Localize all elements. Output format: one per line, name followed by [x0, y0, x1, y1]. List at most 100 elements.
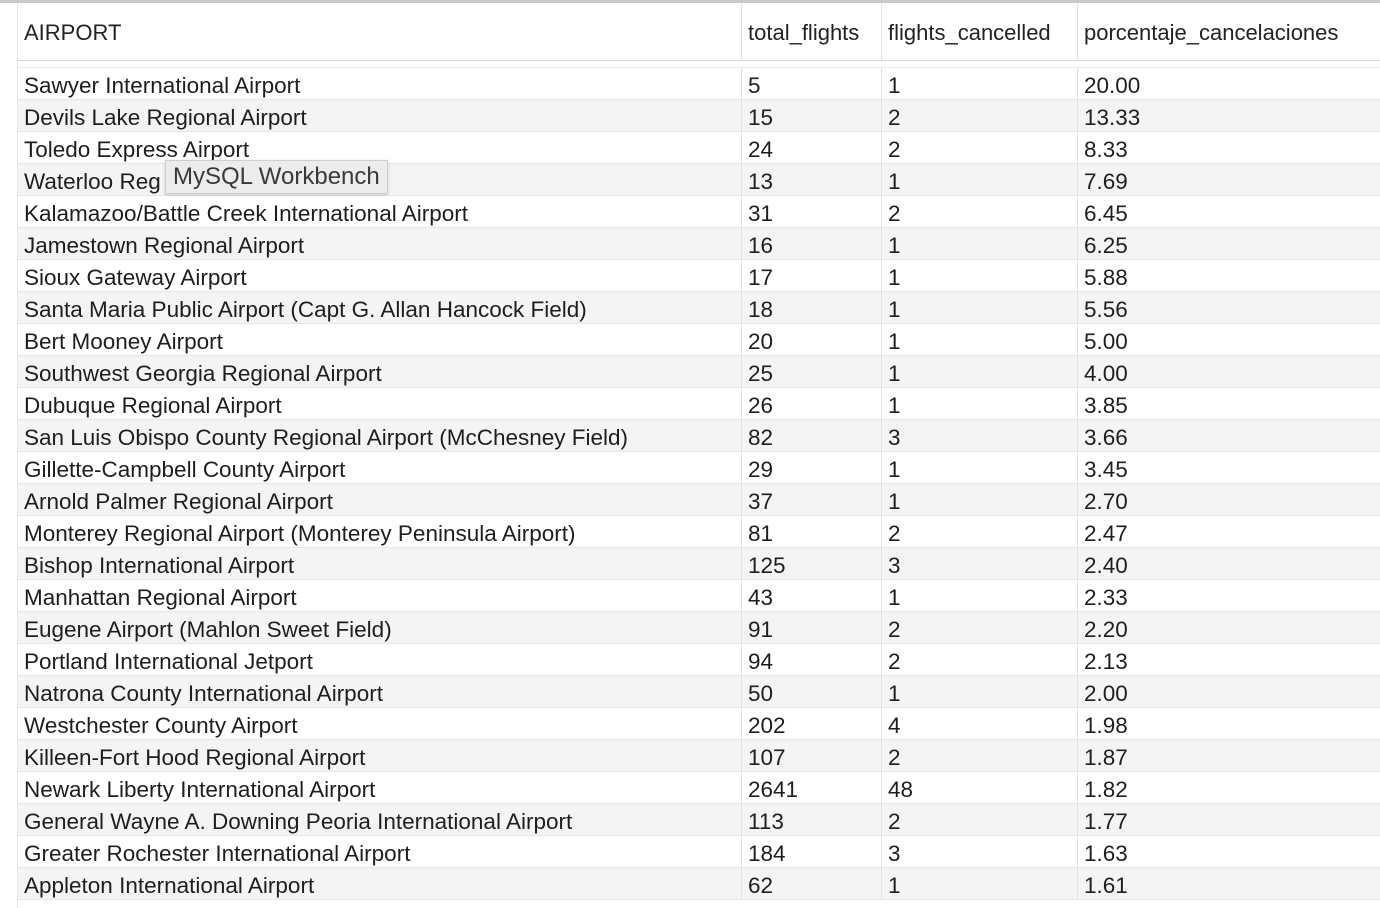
table-row[interactable]: Killeen-Fort Hood Regional Airport 107 2 1.… — [18, 740, 1380, 772]
flights-cancelled-cell[interactable]: 1 — [881, 580, 1077, 611]
airport-cell[interactable]: Eugene Airport (Mahlon Sweet Field) — [24, 617, 392, 642]
total-flights-cell[interactable]: 94 — [741, 644, 881, 675]
airport-cell[interactable]: Santa Maria Public Airport (Capt G. Alla… — [24, 297, 587, 322]
table-row[interactable]: Dubuque Regional Airport 26 1 3.85 — [18, 388, 1380, 420]
airport-cell[interactable]: Killeen-Fort Hood Regional Airport — [24, 745, 366, 770]
flights-cancelled-cell[interactable]: 2 — [881, 100, 1077, 131]
airport-cell[interactable]: Appleton International Airport — [24, 873, 315, 898]
porcentaje-cell[interactable]: 1.61 — [1077, 868, 1380, 899]
total-flights-cell[interactable]: 43 — [741, 580, 881, 611]
column-header-airport[interactable]: AIRPORT — [24, 20, 122, 45]
column-header-flights-cancelled[interactable]: flights_cancelled — [881, 3, 1077, 60]
airport-cell[interactable]: Sawyer International Airport — [24, 73, 301, 98]
porcentaje-cell[interactable]: 5.00 — [1077, 324, 1380, 355]
total-flights-cell[interactable]: 29 — [741, 452, 881, 483]
flights-cancelled-cell[interactable]: 1 — [881, 452, 1077, 483]
table-row[interactable]: Sawyer International Airport 5 1 20.00 — [18, 68, 1380, 100]
total-flights-cell[interactable]: 25 — [741, 356, 881, 387]
table-row[interactable]: Jamestown Regional Airport 16 1 6.25 — [18, 228, 1380, 260]
porcentaje-cell[interactable]: 1.98 — [1077, 708, 1380, 739]
flights-cancelled-cell[interactable]: 2 — [881, 740, 1077, 771]
total-flights-cell[interactable]: 184 — [741, 836, 881, 867]
table-row[interactable]: Kalamazoo/Battle Creek International Air… — [18, 196, 1380, 228]
porcentaje-cell[interactable]: 3.66 — [1077, 420, 1380, 451]
table-row[interactable]: Manhattan Regional Airport 43 1 2.33 — [18, 580, 1380, 612]
airport-cell[interactable]: San Luis Obispo County Regional Airport … — [24, 425, 629, 450]
airport-cell[interactable]: Sioux Gateway Airport — [24, 265, 247, 290]
airport-cell[interactable]: Southwest Georgia Regional Airport — [24, 361, 382, 386]
total-flights-cell[interactable]: 5 — [741, 68, 881, 99]
flights-cancelled-cell[interactable]: 2 — [881, 644, 1077, 675]
flights-cancelled-cell[interactable]: 1 — [881, 868, 1077, 899]
porcentaje-cell[interactable]: 8.33 — [1077, 132, 1380, 163]
total-flights-cell[interactable]: 50 — [741, 676, 881, 707]
airport-cell[interactable]: Manhattan Regional Airport — [24, 585, 297, 610]
porcentaje-cell[interactable]: 13.33 — [1077, 100, 1380, 131]
flights-cancelled-cell[interactable]: 4 — [881, 708, 1077, 739]
airport-cell[interactable]: Devils Lake Regional Airport — [24, 105, 307, 130]
table-row[interactable]: Portland International Jetport 94 2 2.13 — [18, 644, 1380, 676]
table-row[interactable]: Greater Rochester International Airport 1… — [18, 836, 1380, 868]
table-row[interactable]: Appleton International Airport 62 1 1.61 — [18, 868, 1380, 900]
table-row[interactable]: Monterey Regional Airport (Monterey Peni… — [18, 516, 1380, 548]
porcentaje-cell[interactable]: 20.00 — [1077, 68, 1380, 99]
table-row[interactable]: Natrona County International Airport 50 1 2… — [18, 676, 1380, 708]
porcentaje-cell[interactable]: 2.70 — [1077, 484, 1380, 515]
table-row[interactable]: Toledo Express Airport 24 2 8.33 — [18, 132, 1380, 164]
table-row[interactable]: Devils Lake Regional Airport 15 2 13.33 — [18, 100, 1380, 132]
porcentaje-cell[interactable]: 1.87 — [1077, 740, 1380, 771]
column-header-total-flights[interactable]: total_flights — [741, 3, 881, 60]
table-row[interactable]: Eugene Airport (Mahlon Sweet Field) 91 2 2.… — [18, 612, 1380, 644]
total-flights-cell[interactable]: 17 — [741, 260, 881, 291]
flights-cancelled-cell[interactable]: 1 — [881, 388, 1077, 419]
total-flights-cell[interactable]: 2641 — [741, 772, 881, 803]
flights-cancelled-cell[interactable]: 2 — [881, 196, 1077, 227]
airport-cell[interactable]: Bishop International Airport — [24, 553, 295, 578]
total-flights-cell[interactable]: 18 — [741, 292, 881, 323]
table-row[interactable]: San Luis Obispo County Regional Airport … — [18, 420, 1380, 452]
flights-cancelled-cell[interactable]: 1 — [881, 484, 1077, 515]
flights-cancelled-cell[interactable]: 2 — [881, 804, 1077, 835]
table-row[interactable]: General Wayne A. Downing Peoria Internat… — [18, 804, 1380, 836]
porcentaje-cell[interactable]: 4.00 — [1077, 356, 1380, 387]
total-flights-cell[interactable]: 62 — [741, 868, 881, 899]
total-flights-cell[interactable]: 82 — [741, 420, 881, 451]
porcentaje-cell[interactable]: 2.33 — [1077, 580, 1380, 611]
flights-cancelled-cell[interactable]: 1 — [881, 324, 1077, 355]
row-selector-gutter[interactable] — [0, 3, 18, 908]
flights-cancelled-cell[interactable]: 1 — [881, 676, 1077, 707]
flights-cancelled-cell[interactable]: 1 — [881, 164, 1077, 195]
airport-cell[interactable]: Jamestown Regional Airport — [24, 233, 305, 258]
flights-cancelled-cell[interactable]: 3 — [881, 836, 1077, 867]
airport-cell[interactable]: Portland International Jetport — [24, 649, 313, 674]
porcentaje-cell[interactable]: 2.40 — [1077, 548, 1380, 579]
total-flights-cell[interactable]: 15 — [741, 100, 881, 131]
total-flights-cell[interactable]: 20 — [741, 324, 881, 355]
total-flights-cell[interactable]: 31 — [741, 196, 881, 227]
airport-cell[interactable]: Dubuque Regional Airport — [24, 393, 282, 418]
total-flights-cell[interactable]: 113 — [741, 804, 881, 835]
porcentaje-cell[interactable]: 5.88 — [1077, 260, 1380, 291]
flights-cancelled-cell[interactable]: 2 — [881, 516, 1077, 547]
flights-cancelled-cell[interactable]: 2 — [881, 612, 1077, 643]
porcentaje-cell[interactable]: 3.45 — [1077, 452, 1380, 483]
table-row[interactable]: Bert Mooney Airport 20 1 5.00 — [18, 324, 1380, 356]
flights-cancelled-cell[interactable]: 3 — [881, 420, 1077, 451]
porcentaje-cell[interactable]: 1.77 — [1077, 804, 1380, 835]
total-flights-cell[interactable]: 202 — [741, 708, 881, 739]
airport-cell[interactable]: Toledo Express Airport — [24, 137, 250, 162]
porcentaje-cell[interactable]: 2.20 — [1077, 612, 1380, 643]
table-row[interactable]: Gillette-Campbell County Airport 29 1 3.45 — [18, 452, 1380, 484]
porcentaje-cell[interactable]: 2.47 — [1077, 516, 1380, 547]
total-flights-cell[interactable]: 37 — [741, 484, 881, 515]
porcentaje-cell[interactable]: 2.00 — [1077, 676, 1380, 707]
airport-cell[interactable]: Newark Liberty International Airport — [24, 777, 376, 802]
total-flights-cell[interactable]: 107 — [741, 740, 881, 771]
porcentaje-cell[interactable]: 2.13 — [1077, 644, 1380, 675]
total-flights-cell[interactable]: 91 — [741, 612, 881, 643]
total-flights-cell[interactable]: 81 — [741, 516, 881, 547]
result-grid[interactable]: AIRPORT total_flights flights_cancelled … — [18, 3, 1380, 908]
flights-cancelled-cell[interactable]: 1 — [881, 260, 1077, 291]
airport-cell[interactable]: Arnold Palmer Regional Airport — [24, 489, 333, 514]
porcentaje-cell[interactable]: 5.56 — [1077, 292, 1380, 323]
